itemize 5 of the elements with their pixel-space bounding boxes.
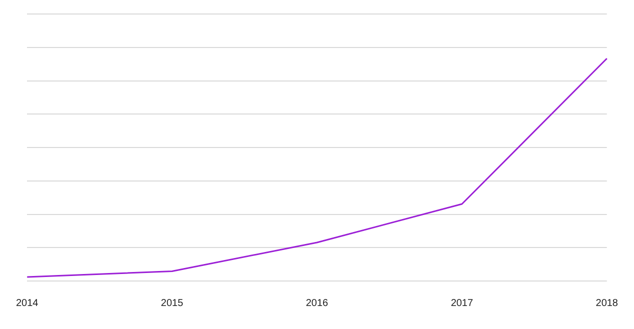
x-tick-label: 2015 xyxy=(160,298,184,309)
x-tick-label: 2018 xyxy=(596,298,618,309)
x-tick-label: 2017 xyxy=(450,298,474,309)
x-tick-label: 2014 xyxy=(16,298,39,309)
x-tick-label: 2016 xyxy=(306,298,329,309)
